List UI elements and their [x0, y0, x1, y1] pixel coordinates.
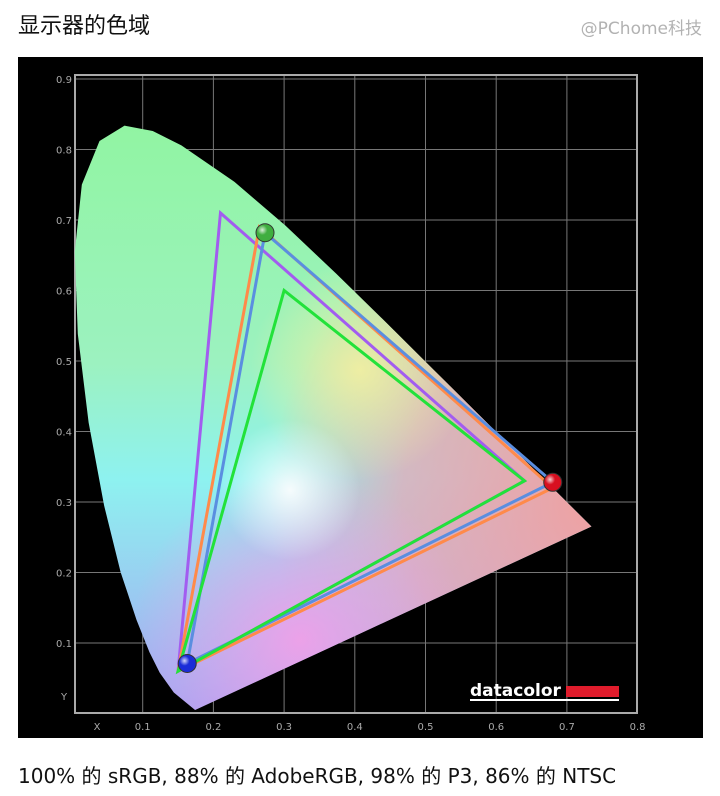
y-tick-label: 0.5 — [56, 357, 72, 368]
primary-marker-highlight — [178, 654, 197, 673]
y-tick-label: 0.1 — [56, 639, 72, 650]
plot-border — [74, 74, 638, 714]
x-tick-label: 0.6 — [488, 722, 504, 733]
primary-marker-highlight — [256, 223, 275, 242]
x-axis-label: X — [94, 722, 101, 733]
x-tick-label: 0.3 — [276, 722, 292, 733]
y-tick-label: 0.4 — [56, 428, 72, 439]
y-tick-label: 0.2 — [56, 569, 72, 580]
gamut-caption: 100% 的 sRGB, 88% 的 AdobeRGB, 98% 的 P3, 8… — [18, 764, 617, 788]
x-tick-label: 0.8 — [630, 722, 646, 733]
y-tick-label: 0.3 — [56, 498, 72, 509]
x-tick-label: 0.5 — [418, 722, 434, 733]
x-tick-label: 0.1 — [135, 722, 151, 733]
x-tick-label: 0.4 — [347, 722, 363, 733]
gamut-triangle-3 — [175, 287, 528, 675]
y-tick-label: 0.7 — [56, 216, 72, 227]
x-tick-label: 0.2 — [205, 722, 221, 733]
datacolor-logo: datacolor — [470, 681, 619, 701]
y-tick-label: 0.8 — [56, 146, 72, 157]
primary-marker-highlight — [543, 473, 562, 492]
section-title: 显示器的色域 — [18, 14, 151, 39]
y-axis-label: Y — [60, 692, 68, 703]
svg-text:datacolor: datacolor — [470, 681, 562, 701]
gamut-triangle-1 — [176, 224, 556, 674]
spectral-locus — [74, 125, 592, 710]
watermark: @PChome科技 — [580, 19, 702, 39]
y-tick-label: 0.9 — [56, 75, 72, 86]
y-tick-label: 0.6 — [56, 287, 72, 298]
x-tick-label: 0.7 — [559, 722, 575, 733]
gamut-triangle-2 — [185, 229, 556, 667]
